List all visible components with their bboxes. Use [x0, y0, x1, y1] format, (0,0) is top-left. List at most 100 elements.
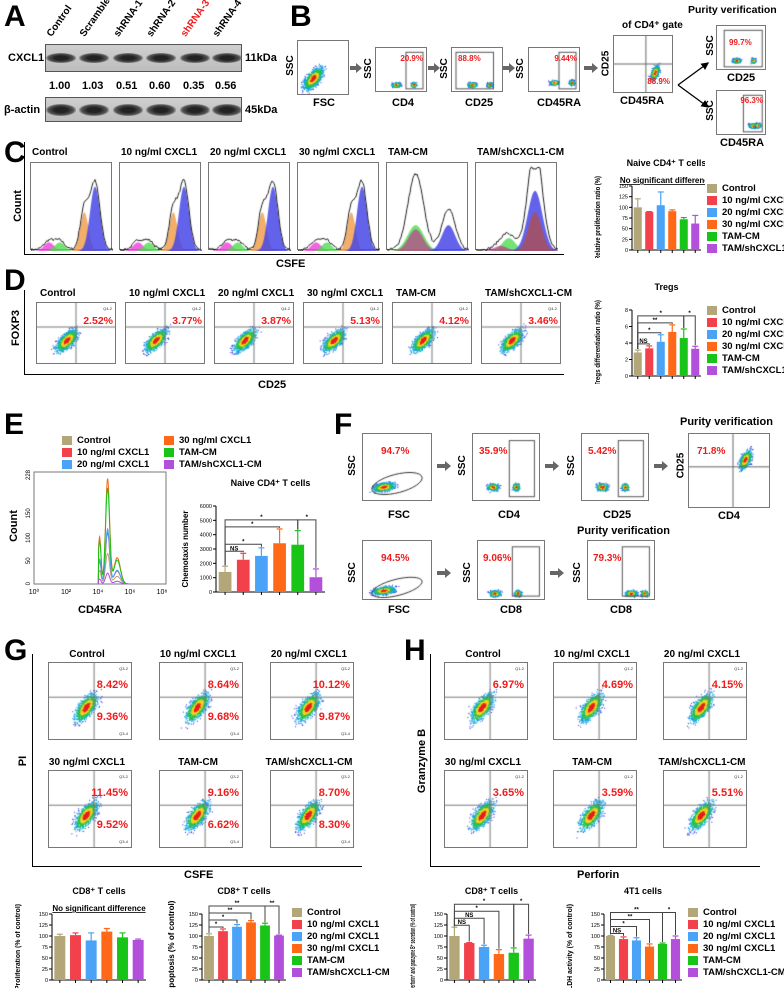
pct-upper: 8.64% [207, 679, 239, 691]
quadrant-label: Q4-2 [103, 306, 112, 311]
axis-label-cd4: CD4 [498, 509, 521, 521]
pct-lower: 9.36% [96, 711, 128, 723]
pct-perforin-granzyme: 3.65% [492, 787, 524, 799]
bar-4 [508, 952, 519, 980]
x-axis-label: CSFE [276, 258, 306, 270]
scatter-dots [49, 771, 131, 847]
legend-label: TAM-CM [703, 954, 741, 966]
quadrant-label: Q4-2 [548, 306, 557, 311]
legend-swatch [292, 955, 302, 965]
bar-1 [70, 935, 81, 980]
bar-1 [618, 939, 629, 980]
histogram-peaks [298, 163, 380, 251]
proliferation-histogram [30, 162, 113, 251]
bar-3 [273, 543, 286, 592]
legend-item: 10 ng/ml CXCL1 [292, 918, 390, 930]
legend-swatch [164, 459, 174, 469]
ratio-value: 0.35 [183, 80, 205, 92]
scatter-dots [49, 663, 131, 739]
ratio-value: 1.00 [49, 80, 71, 92]
legend-item: TAM/shCXCL1-CM [688, 966, 784, 978]
flow-plot-foxp3-cd25: Q4-2 3.46% [481, 302, 561, 364]
x-axis [24, 254, 564, 255]
y-tick-label: 25 [594, 967, 600, 973]
y-axis-label: Perforin⁺ and granzyme B⁺ secretion (% o… [410, 904, 417, 988]
legend-item: TAM-CM [707, 352, 784, 364]
legend-item: 20 ng/ml CXCL1 [688, 930, 784, 942]
pct-purity-cd25: 99.7% [729, 38, 752, 47]
y-axis [430, 654, 431, 866]
pct-lower: 6.62% [207, 819, 239, 831]
plot-title: TAM/shCXCL1-CM [265, 757, 353, 768]
quadrant-label: Q3-2 [230, 774, 239, 779]
bar-chart-svg: Naive CD4⁺ T cells Relative proliferation… [595, 158, 714, 260]
flow-plot: Q3-2 9.16% 6.62% Q3-4 [159, 770, 243, 848]
lane-label: shRNA-4 [210, 0, 245, 40]
ratio-value: 0.60 [149, 80, 171, 92]
legend-swatch [688, 967, 698, 977]
quadrant-label: Q3-4 [119, 731, 128, 736]
legend-item: 20 ng/ml CXCL1 [707, 206, 784, 218]
flow-plot-purity-cd4-cd25: 71.8% [688, 433, 770, 508]
flow-plot-fsc-ssc [297, 40, 349, 95]
blot-band [79, 53, 109, 63]
bar-1 [645, 348, 654, 376]
legend-swatch [707, 305, 717, 315]
scatter-dots [452, 48, 502, 91]
significance-label: * [242, 539, 245, 545]
chart-title: CD8⁺ T cells [72, 886, 125, 896]
legend-label: 20 ng/ml CXCL1 [77, 458, 150, 470]
legend-label: Control [722, 182, 756, 194]
flow-plot-cd25: 88.8% [451, 47, 503, 92]
pct-tregs: 5.13% [350, 315, 380, 327]
axis-label-cd25-gate: CD25 [600, 50, 612, 77]
significance-label: ** [270, 901, 275, 907]
bar-5 [691, 223, 700, 250]
plot-title: Control [465, 649, 501, 660]
quadrant-label: Q1-2 [624, 666, 633, 671]
legend-label: 10 ng/ml CXCL1 [77, 446, 150, 458]
histogram-line-4 [97, 487, 130, 585]
y-tick-label: 150 [434, 912, 443, 918]
y-tick-label: 150 [619, 184, 628, 190]
histogram-peaks [31, 163, 113, 251]
axis-label-ssc: SSC [571, 562, 583, 583]
bar-4 [657, 943, 668, 980]
x-tick-label: 10⁸ [157, 589, 168, 596]
bar-5 [132, 939, 144, 980]
legend-swatch [292, 931, 302, 941]
legend-swatch [707, 317, 717, 327]
legend-label: 10 ng/ml CXCL1 [722, 194, 784, 206]
bar-3 [644, 946, 655, 980]
purity-title: Purity verification [577, 525, 670, 537]
chart-title: CD8⁺ T cells [465, 886, 518, 896]
quadrant-label: Q4-2 [281, 306, 290, 311]
legend-item: Control [62, 434, 164, 446]
arrow-icon [437, 461, 451, 471]
legend-item: 20 ng/ml CXCL1 [62, 458, 164, 470]
legend-swatch [707, 231, 717, 241]
y-tick-label: 125 [189, 923, 198, 929]
bar-1 [218, 931, 228, 980]
pct-upper: 10.12% [312, 679, 350, 691]
panel-label-h: H [404, 634, 426, 667]
legend-swatch [688, 919, 698, 929]
legend-item: TAM-CM [164, 446, 272, 458]
x-axis-label: Perforin [577, 869, 620, 881]
significance-bracket [264, 905, 280, 935]
arrow-icon [584, 63, 598, 73]
bar-0 [605, 936, 616, 980]
significance-bracket [637, 322, 673, 350]
y-tick-label: 25 [622, 237, 628, 243]
y-axis-label: FOXP3 [10, 309, 23, 347]
flow-plot: Q1-2 4.69% [553, 662, 637, 740]
blot-band [180, 104, 210, 116]
proliferation-histogram [386, 162, 469, 251]
y-tick-label: 125 [434, 923, 443, 929]
bar-2 [478, 947, 490, 980]
pct-purity-cd45ra: 96.3% [740, 96, 763, 105]
y-tick-label: 150 [39, 912, 48, 918]
x-axis [430, 866, 760, 867]
plot-title: 30 ng/ml CXCL1 [444, 757, 522, 768]
